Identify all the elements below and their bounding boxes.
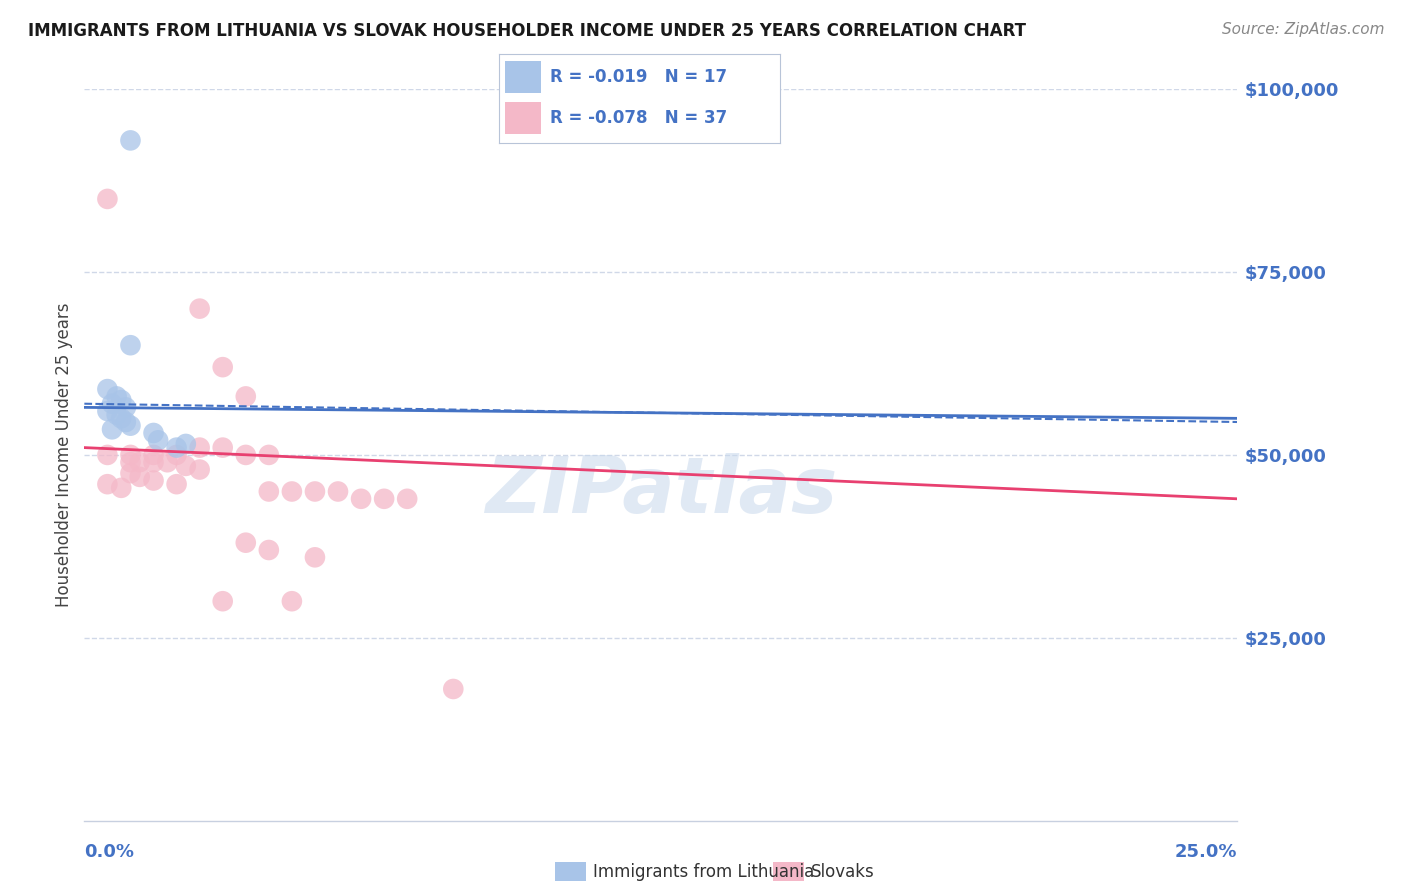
Point (120, 338, 142, 352)
Point (166, 448, 188, 462)
Y-axis label: Householder Income Under 25 years: Householder Income Under 25 years (55, 302, 73, 607)
Point (142, 425, 165, 440)
Point (326, 484, 349, 499)
Point (110, 481, 132, 495)
Point (142, 474, 165, 488)
Text: IMMIGRANTS FROM LITHUANIA VS SLOVAK HOUSEHOLDER INCOME UNDER 25 YEARS CORRELATIO: IMMIGRANTS FROM LITHUANIA VS SLOVAK HOUS… (28, 22, 1026, 40)
Point (110, 411, 132, 425)
Point (110, 392, 132, 407)
Point (128, 470, 150, 484)
Point (235, 389, 257, 403)
Point (281, 484, 304, 499)
Point (142, 455, 165, 469)
Point (101, 397, 124, 411)
Point (120, 418, 142, 433)
Text: R = -0.078   N = 37: R = -0.078 N = 37 (550, 109, 727, 127)
Point (211, 360, 233, 375)
Point (304, 550, 326, 565)
Point (304, 484, 326, 499)
Point (281, 594, 304, 608)
Point (396, 491, 419, 506)
Point (96, 448, 118, 462)
Point (211, 441, 233, 455)
Text: R = -0.019   N = 17: R = -0.019 N = 17 (550, 68, 727, 86)
Point (120, 466, 142, 480)
Point (120, 455, 142, 469)
Point (257, 448, 280, 462)
Point (373, 491, 395, 506)
Point (235, 535, 257, 549)
Point (115, 415, 138, 429)
Text: Source: ZipAtlas.com: Source: ZipAtlas.com (1222, 22, 1385, 37)
Point (115, 401, 138, 415)
Point (96, 382, 118, 396)
Point (142, 448, 165, 462)
Point (146, 434, 169, 448)
Point (257, 543, 280, 558)
Point (235, 448, 257, 462)
Text: Slovaks: Slovaks (811, 863, 875, 881)
Point (156, 455, 179, 469)
Point (350, 491, 373, 506)
Point (96, 404, 118, 418)
Point (166, 477, 188, 491)
Point (120, 448, 142, 462)
Point (166, 441, 188, 455)
Bar (505, 102, 541, 134)
Point (174, 458, 197, 473)
Text: 0.0%: 0.0% (84, 843, 135, 861)
Point (211, 594, 233, 608)
Point (441, 681, 464, 696)
Text: ZIPatlas: ZIPatlas (485, 453, 837, 530)
Point (105, 389, 128, 403)
Point (188, 441, 211, 455)
Point (96, 192, 118, 206)
Point (101, 422, 124, 436)
Point (188, 301, 211, 316)
Point (128, 455, 150, 469)
Point (257, 484, 280, 499)
Point (105, 408, 128, 422)
Point (174, 437, 197, 451)
Text: Immigrants from Lithuania: Immigrants from Lithuania (593, 863, 814, 881)
Point (96, 477, 118, 491)
Text: 25.0%: 25.0% (1175, 843, 1237, 861)
Bar (505, 61, 541, 93)
Point (120, 133, 142, 147)
Point (188, 462, 211, 476)
